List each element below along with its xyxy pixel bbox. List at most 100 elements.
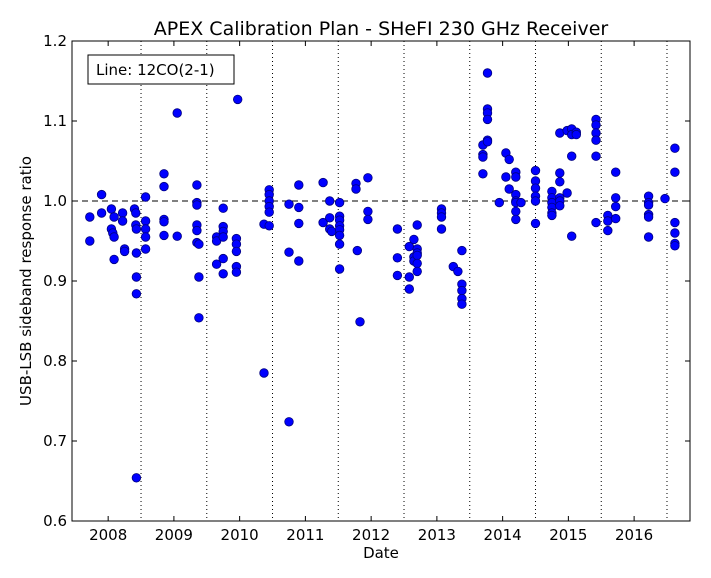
- data-point-24: [140, 224, 151, 234]
- data-point-9: [109, 212, 119, 222]
- data-point-145: [530, 183, 541, 193]
- data-point-100: [409, 234, 419, 245]
- data-point-123: [478, 169, 488, 179]
- data-point-22: [140, 192, 151, 202]
- data-point-33: [172, 231, 182, 241]
- legend-label: Line: 12CO(2-1): [96, 61, 215, 79]
- y-tick-labels: 0.6 0.7 0.8 0.9 1.0 1.1 1.2: [43, 32, 67, 530]
- data-point-41: [194, 272, 204, 282]
- data-point-49: [218, 232, 228, 242]
- data-point-112: [436, 224, 447, 234]
- data-point-91: [363, 173, 373, 183]
- data-point-106: [412, 250, 422, 261]
- data-point-114: [453, 266, 463, 277]
- data-point-180: [611, 201, 621, 212]
- data-point-21: [131, 473, 142, 483]
- data-point-119: [457, 299, 467, 309]
- data-point-168: [571, 129, 582, 140]
- data-point-13: [119, 246, 130, 257]
- x-tick-label-2: 2010: [221, 526, 259, 544]
- data-point-127: [482, 114, 493, 125]
- data-point-30: [159, 217, 169, 227]
- data-point-133: [504, 154, 514, 165]
- data-point-181: [611, 213, 621, 224]
- x-tick-labels: 2008 2009 2010 2011 2012 2013 2014 2015 2016: [89, 526, 653, 544]
- data-point-4: [106, 204, 117, 214]
- data-point-178: [611, 167, 621, 177]
- data-point-23: [140, 216, 151, 226]
- data-point-122: [478, 152, 488, 162]
- data-point-45: [211, 259, 222, 269]
- data-point-78: [327, 226, 337, 237]
- data-point-74: [318, 217, 328, 228]
- data-point-154: [547, 210, 557, 221]
- data-point-66: [284, 199, 294, 209]
- data-point-99: [404, 284, 415, 294]
- data-point-98: [404, 272, 415, 282]
- data-point-89: [352, 245, 363, 256]
- data-point-177: [603, 225, 613, 236]
- data-point-93: [363, 214, 373, 225]
- y-tick-label-6: 1.2: [43, 32, 67, 50]
- x-tick-label-3: 2011: [286, 526, 324, 544]
- data-point-176: [603, 216, 613, 226]
- data-point-1: [85, 236, 95, 246]
- data-point-117: [457, 285, 467, 296]
- data-point-72: [294, 256, 304, 266]
- data-point-8: [109, 254, 119, 265]
- data-point-94: [392, 224, 403, 234]
- data-point-85: [334, 239, 345, 249]
- data-point-51: [218, 269, 228, 279]
- data-point-172: [591, 135, 601, 145]
- data-point-189: [670, 143, 680, 153]
- data-point-3: [96, 208, 107, 218]
- data-point-96: [392, 270, 403, 281]
- y-tick-label-0: 0.6: [43, 512, 67, 530]
- data-point-140: [511, 206, 521, 217]
- data-point-148: [530, 218, 541, 229]
- data-point-165: [567, 151, 577, 161]
- data-point-52: [232, 94, 243, 105]
- data-point-124: [482, 68, 493, 78]
- y-tick-label-4: 1.0: [43, 192, 67, 210]
- y-tick-label-5: 1.1: [43, 112, 67, 130]
- x-tick-label-4: 2012: [352, 526, 390, 544]
- data-point-36: [192, 200, 202, 210]
- data-point-69: [294, 180, 304, 190]
- data-point-103: [412, 220, 422, 230]
- data-point-38: [192, 225, 202, 236]
- data-point-88: [351, 184, 361, 194]
- data-point-174: [591, 217, 601, 228]
- data-point-166: [567, 231, 577, 241]
- data-point-67: [284, 247, 294, 257]
- data-point-170: [591, 120, 601, 130]
- data-point-92: [363, 206, 373, 217]
- data-point-7: [109, 232, 119, 242]
- x-axis-label: Date: [363, 544, 399, 562]
- data-point-79: [334, 197, 345, 208]
- data-point-76: [325, 213, 335, 223]
- data-point-11: [117, 216, 128, 226]
- y-axis-label: USB-LSB sideband response ratio: [17, 156, 35, 406]
- data-point-2: [96, 189, 107, 200]
- data-point-86: [334, 264, 345, 274]
- x-tick-label-7: 2015: [549, 526, 587, 544]
- x-tick-label-6: 2014: [484, 526, 522, 544]
- data-point-187: [643, 232, 654, 242]
- data-points: [85, 68, 680, 483]
- data-point-143: [530, 165, 541, 176]
- data-point-70: [294, 202, 304, 213]
- data-point-115: [457, 245, 467, 256]
- data-point-20: [131, 289, 142, 299]
- x-tick-label-5: 2013: [418, 526, 456, 544]
- data-point-17: [131, 224, 142, 234]
- data-point-42: [194, 313, 204, 323]
- data-point-179: [611, 193, 621, 203]
- y-tick-label-2: 0.8: [43, 352, 67, 370]
- data-point-134: [504, 184, 514, 194]
- data-point-0: [85, 212, 95, 222]
- x-tick-label-0: 2008: [89, 526, 127, 544]
- data-point-59: [259, 368, 269, 378]
- data-point-75: [325, 196, 335, 206]
- data-point-129: [482, 137, 493, 147]
